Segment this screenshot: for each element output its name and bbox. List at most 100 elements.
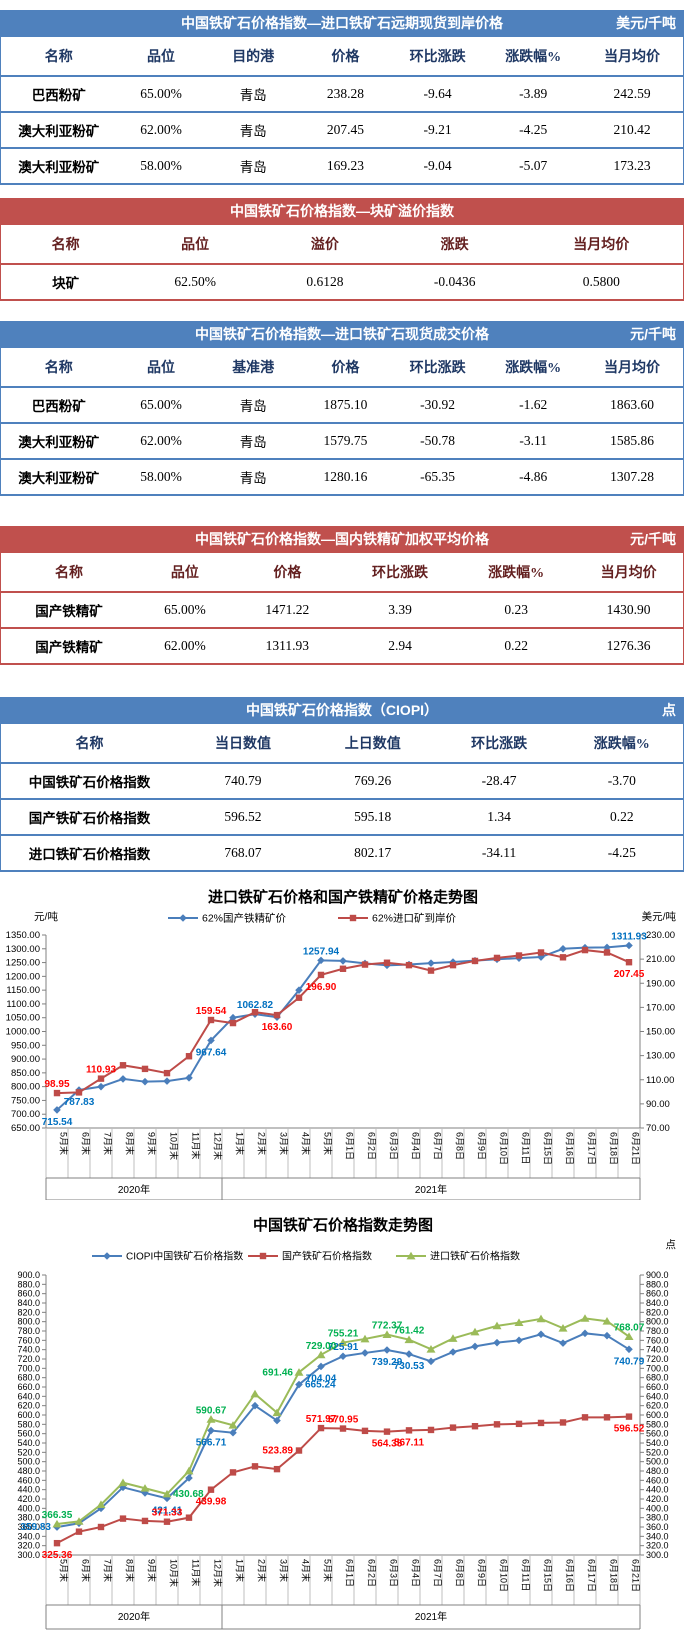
x-axis-tick-label: 12月末 <box>213 1559 224 1587</box>
data-point-label: 691.46 <box>262 1367 293 1378</box>
table-row: 澳大利亚粉矿 58.00% 青岛 169.23 -9.04 -5.07 173.23 <box>0 147 684 184</box>
data-point <box>339 1352 347 1361</box>
value-cell: -34.11 <box>437 834 561 871</box>
column-header: 涨跌幅% <box>505 50 562 65</box>
data-point-label: 704.04 <box>306 1373 337 1384</box>
left-axis-tick-label: 580.0 <box>17 1419 40 1429</box>
left-axis-tick-label: 1300.00 <box>6 944 40 955</box>
data-point <box>250 1389 260 1398</box>
value-cell: -28.47 <box>437 762 561 799</box>
column-header: 品位 <box>181 238 210 253</box>
row-name-cell: 巴西粉矿 <box>0 386 117 423</box>
data-point <box>625 959 633 966</box>
price-table-3: 中国铁矿石价格指数—进口铁矿石现货成交价格 元/千吨 名称 品位 基准港 价格 环比涨跌 涨跌… <box>0 321 684 496</box>
left-axis-tick-label: 760.0 <box>17 1335 40 1345</box>
data-point <box>207 1426 215 1435</box>
data-point <box>383 959 391 966</box>
value-cell: 青岛 <box>205 422 301 459</box>
value-cell: -1.62 <box>485 386 581 423</box>
data-point <box>272 1408 282 1417</box>
data-point-label: 772.37 <box>372 1321 403 1332</box>
data-point-label: 596.52 <box>614 1424 645 1435</box>
price-tables-section: 中国铁矿石价格指数—进口铁矿石远期现货到岸价格 美元/千吨 名称 品位 目的港 价格 环比涨… <box>0 10 684 872</box>
data-point <box>361 1349 369 1357</box>
x-axis-tick-label: 9月末 <box>147 1132 158 1155</box>
data-point <box>536 1314 546 1323</box>
data-point <box>163 1518 171 1525</box>
right-axis-tick-label: 860.0 <box>646 1289 669 1299</box>
right-axis-tick-label: 740.0 <box>646 1345 669 1355</box>
row-name-cell: 澳大利亚粉矿 <box>0 422 117 459</box>
data-point <box>383 1428 391 1435</box>
data-point <box>470 1327 480 1336</box>
data-point <box>179 914 187 922</box>
data-point <box>229 1469 237 1476</box>
value-cell: 595.18 <box>307 798 438 835</box>
right-axis-tick-label: 480.0 <box>646 1466 669 1476</box>
data-point <box>537 1330 545 1339</box>
left-axis-tick-label: 950.00 <box>11 1040 40 1051</box>
value-cell: -4.86 <box>485 458 581 495</box>
data-point <box>515 1420 523 1428</box>
right-axis-tick-label: 130.00 <box>646 1051 675 1062</box>
x-axis-tick-label: 6月10日 <box>499 1559 509 1592</box>
right-axis-tick-label: 840.0 <box>646 1298 669 1308</box>
right-axis-tick-label: 400.0 <box>646 1503 669 1513</box>
data-point <box>96 1500 106 1508</box>
left-axis-tick-label: 700.00 <box>11 1109 40 1120</box>
data-point <box>338 1338 348 1346</box>
left-axis-tick-label: 750.00 <box>11 1095 40 1106</box>
x-axis-tick-label: 1月末 <box>235 1132 246 1155</box>
right-axis-tick-label: 720.0 <box>646 1354 669 1364</box>
data-point-label: 730.53 <box>394 1361 425 1372</box>
x-axis-tick-label: 6月18日 <box>609 1132 619 1165</box>
right-axis-tick-label: 230.00 <box>646 930 675 941</box>
data-point-label: 571.97 <box>306 1414 337 1425</box>
x-axis-tick-label: 6月1日 <box>345 1559 355 1587</box>
right-axis-tick-label: 110.00 <box>646 1075 674 1086</box>
x-axis-year-label: 2020年 <box>118 1183 150 1196</box>
right-axis-tick-label: 320.0 <box>646 1541 669 1551</box>
value-cell: 1276.36 <box>574 627 684 664</box>
table-row: 澳大利亚粉矿 62.00% 青岛 1579.75 -50.78 -3.11 1585.86 <box>0 422 684 459</box>
column-header: 基准港 <box>232 361 275 376</box>
x-axis-tick-label: 6月末 <box>81 1559 92 1582</box>
left-axis-tick-label: 1000.00 <box>6 1027 40 1038</box>
x-axis-tick-label: 3月末 <box>279 1559 290 1582</box>
left-axis-tick-label: 800.00 <box>11 1082 40 1093</box>
right-axis-tick-label: 900.0 <box>646 1270 669 1280</box>
left-axis-tick-label: 780.0 <box>17 1326 40 1336</box>
right-axis-tick-label: 880.0 <box>646 1279 669 1289</box>
x-axis-tick-label: 5月末 <box>59 1132 70 1155</box>
data-point <box>603 949 611 956</box>
data-point <box>558 1324 568 1332</box>
column-header: 价格 <box>331 361 360 376</box>
value-cell: 65.00% <box>116 386 206 423</box>
data-point <box>404 1335 414 1344</box>
data-point <box>317 956 325 965</box>
data-point <box>449 1424 457 1431</box>
data-point <box>339 965 347 972</box>
table-title-bar: 中国铁矿石价格指数—块矿溢价指数 <box>0 198 684 225</box>
x-axis-tick-label: 6月2日 <box>367 1559 377 1587</box>
left-axis-tick-label: 800.0 <box>17 1317 40 1327</box>
column-header: 品位 <box>147 361 175 376</box>
row-name-cell: 块矿 <box>0 263 131 300</box>
column-header: 涨跌幅% <box>505 361 562 376</box>
value-cell: 青岛 <box>205 458 301 495</box>
row-name-cell: 巴西粉矿 <box>0 75 117 112</box>
value-cell: 740.79 <box>178 762 308 799</box>
x-axis-tick-label: 6月16日 <box>565 1559 575 1592</box>
x-axis-tick-label: 6月3日 <box>389 1559 399 1587</box>
price-table-2: 中国铁矿石价格指数—块矿溢价指数 名称 品位 溢价 涨跌 当月均价 块矿 62.50% 0.61… <box>0 198 684 301</box>
table-title-bar: 中国铁矿石价格指数—国内铁精矿加权平均价格 元/千吨 <box>0 526 684 553</box>
x-axis-tick-label: 6月9日 <box>477 1132 487 1160</box>
right-axis-tick-label: 760.0 <box>646 1335 669 1345</box>
data-point <box>251 1463 259 1470</box>
column-header: 品位 <box>147 50 175 65</box>
data-point <box>581 1329 589 1338</box>
right-axis-tick-label: 300.0 <box>646 1550 669 1560</box>
right-axis-tick-label: 700.0 <box>646 1363 669 1373</box>
x-axis-tick-label: 11月末 <box>191 1559 202 1586</box>
data-point <box>140 1484 150 1492</box>
